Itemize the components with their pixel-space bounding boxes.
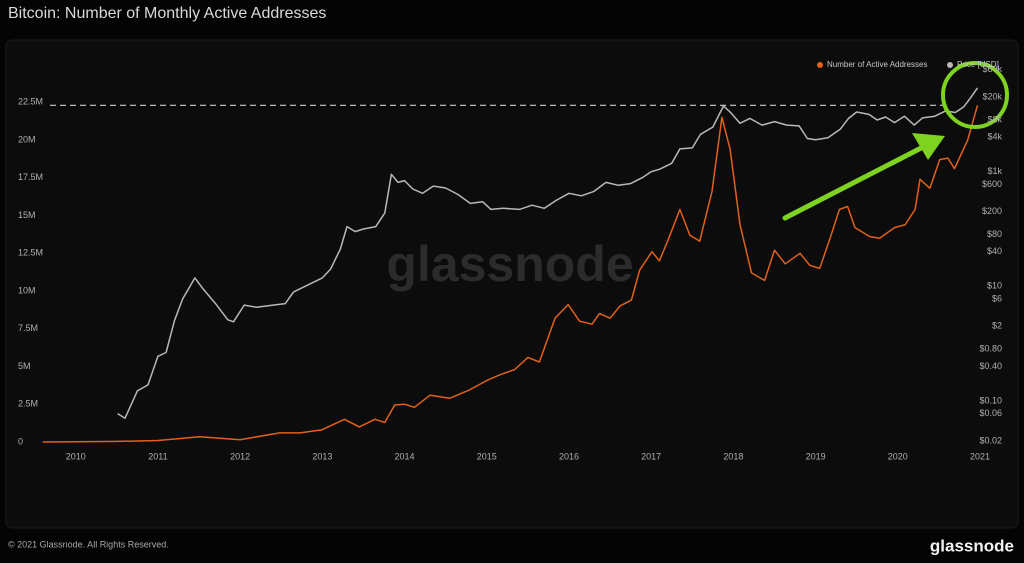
legend-label: Number of Active Addresses (827, 60, 928, 69)
legend-swatch (817, 62, 823, 68)
y2-tick-label: $8k (987, 114, 1002, 124)
x-tick-label: 2012 (230, 451, 250, 461)
x-tick-label: 2015 (477, 451, 497, 461)
y-tick-label: 2.5M (18, 399, 38, 409)
y2-tick-label: $0.02 (979, 435, 1002, 445)
y2-tick-label: $20k (982, 92, 1002, 102)
y-tick-label: 0 (18, 436, 23, 446)
y2-tick-label: $1k (987, 166, 1002, 176)
y2-tick-label: $6 (992, 293, 1002, 303)
y-tick-label: 17.5M (18, 172, 43, 182)
y2-tick-label: $200 (982, 206, 1002, 216)
y2-tick-label: $0.80 (979, 344, 1002, 354)
x-tick-label: 2020 (888, 451, 908, 461)
lines (42, 87, 979, 443)
x-tick-label: 2017 (641, 451, 661, 461)
y-tick-label: 10M (18, 285, 36, 295)
brand: glassnode (930, 536, 1014, 555)
x-tick-label: 2018 (723, 451, 743, 461)
y2-tick-label: $4k (987, 132, 1002, 142)
chart-title: Bitcoin: Number of Monthly Active Addres… (8, 5, 326, 22)
x-tick-label: 2021 (970, 451, 990, 461)
y-tick-label: 15M (18, 210, 36, 220)
y2-tick-label: $2 (992, 321, 1002, 331)
y2-tick-label: $0.10 (979, 395, 1002, 405)
legend-swatch (947, 62, 953, 68)
y-tick-label: 22.5M (18, 97, 43, 107)
y-tick-label: 5M (18, 361, 31, 371)
y2-tick-label: $80 (987, 229, 1002, 239)
y2-tick-label: $0.06 (979, 408, 1002, 418)
series-line (117, 87, 979, 419)
x-tick-label: 2019 (806, 451, 826, 461)
x-tick-label: 2016 (559, 451, 579, 461)
y-tick-label: 7.5M (18, 323, 38, 333)
highlight-circle (941, 61, 1009, 129)
series-line (42, 105, 979, 443)
footer: © 2021 Glassnode. All Rights Reserved. (8, 539, 169, 549)
x-tick-label: 2010 (66, 451, 86, 461)
x-tick-label: 2013 (312, 451, 332, 461)
legend-label: Price [USD] (957, 60, 999, 69)
y-tick-label: 20M (18, 134, 36, 144)
plot-panel (5, 39, 1019, 529)
highlight-arrow-head (912, 133, 945, 160)
y2-tick-label: $10 (987, 281, 1002, 291)
y2-tick-label: $40 (987, 246, 1002, 256)
y2-tick-label: $0.40 (979, 361, 1002, 371)
x-tick-label: 2011 (148, 451, 167, 461)
watermark: glassnode (386, 236, 633, 292)
x-tick-label: 2014 (395, 451, 415, 461)
y2-tick-label: $60k (982, 64, 1002, 74)
y2-tick-label: $600 (982, 179, 1002, 189)
y-tick-label: 12.5M (18, 248, 43, 258)
highlight-arrow (782, 143, 928, 221)
